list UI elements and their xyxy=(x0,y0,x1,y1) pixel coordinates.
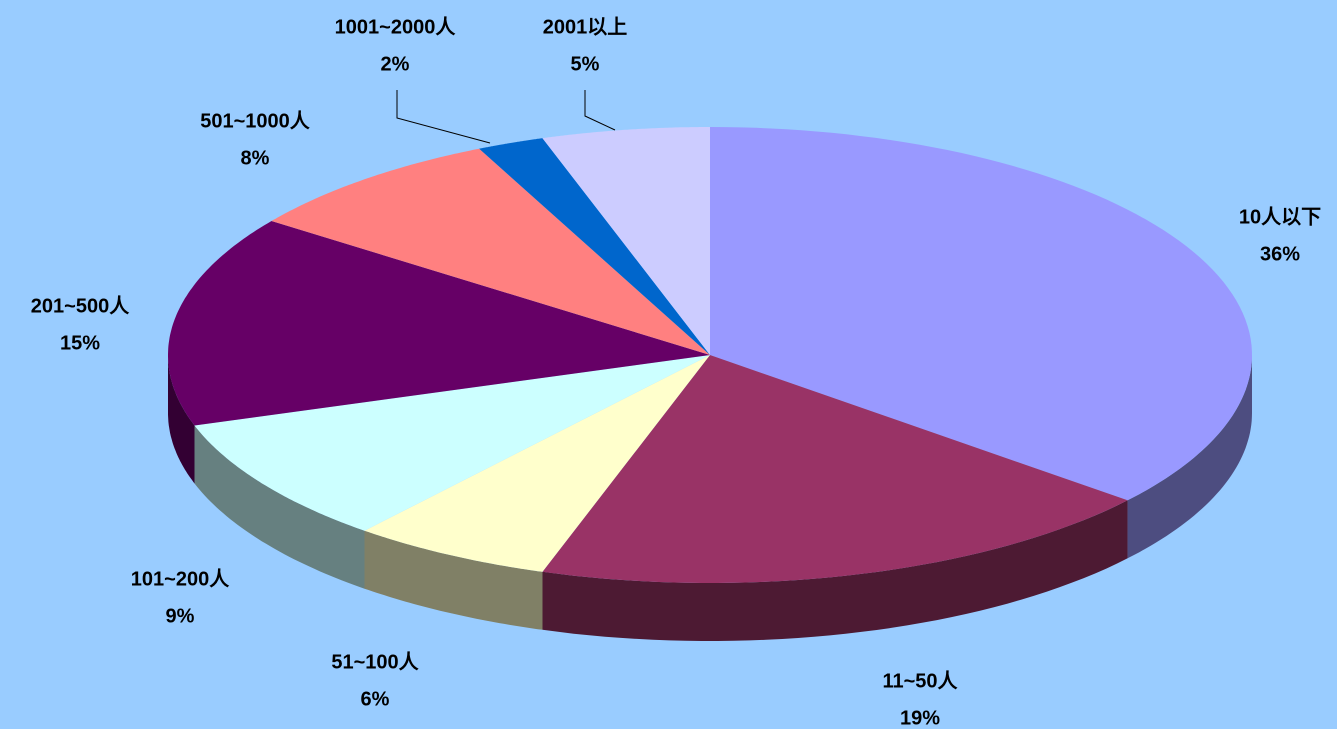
category-label: 201~500人 xyxy=(31,294,130,317)
slice xyxy=(194,355,710,531)
leader-line xyxy=(584,90,616,131)
leader-line xyxy=(396,90,491,144)
data-label: 10人以下 36% xyxy=(1239,205,1321,265)
category-label: 11~50人 xyxy=(882,669,958,692)
slice xyxy=(479,138,710,355)
value-label: 5% xyxy=(571,53,600,75)
value-label: 6% xyxy=(361,688,390,710)
category-label: 10人以下 xyxy=(1239,205,1321,228)
value-label: 19% xyxy=(900,707,940,729)
slice xyxy=(542,355,1128,583)
value-label: 2% xyxy=(381,53,410,75)
category-label: 101~200人 xyxy=(131,567,230,590)
slice xyxy=(271,148,710,355)
pie-top xyxy=(168,127,1252,583)
slice-side xyxy=(168,355,195,484)
category-label: 1001~2000人 xyxy=(335,15,457,38)
data-label: 51~100人 6% xyxy=(331,650,419,710)
value-label: 36% xyxy=(1260,243,1300,265)
slice xyxy=(542,127,710,355)
data-label: 2001以上 5% xyxy=(543,15,628,75)
data-label: 1001~2000人 2% xyxy=(335,15,457,75)
slice xyxy=(364,355,710,572)
slice-side xyxy=(364,530,543,630)
slice xyxy=(168,221,710,426)
category-label: 51~100人 xyxy=(331,650,419,673)
slice-side xyxy=(542,500,1128,641)
slice-side xyxy=(1127,355,1252,559)
data-label: 201~500人 15% xyxy=(31,294,130,354)
slice xyxy=(710,127,1252,501)
pie-sides xyxy=(168,355,1252,641)
data-label: 101~200人 9% xyxy=(131,567,230,627)
slice-side xyxy=(194,425,365,589)
value-label: 8% xyxy=(241,147,270,169)
data-label: 501~1000人 8% xyxy=(200,109,311,169)
data-label: 11~50人 19% xyxy=(882,669,958,729)
value-label: 15% xyxy=(60,332,100,354)
category-label: 501~1000人 xyxy=(200,109,311,132)
category-label: 2001以上 xyxy=(543,15,628,38)
value-label: 9% xyxy=(166,605,195,627)
